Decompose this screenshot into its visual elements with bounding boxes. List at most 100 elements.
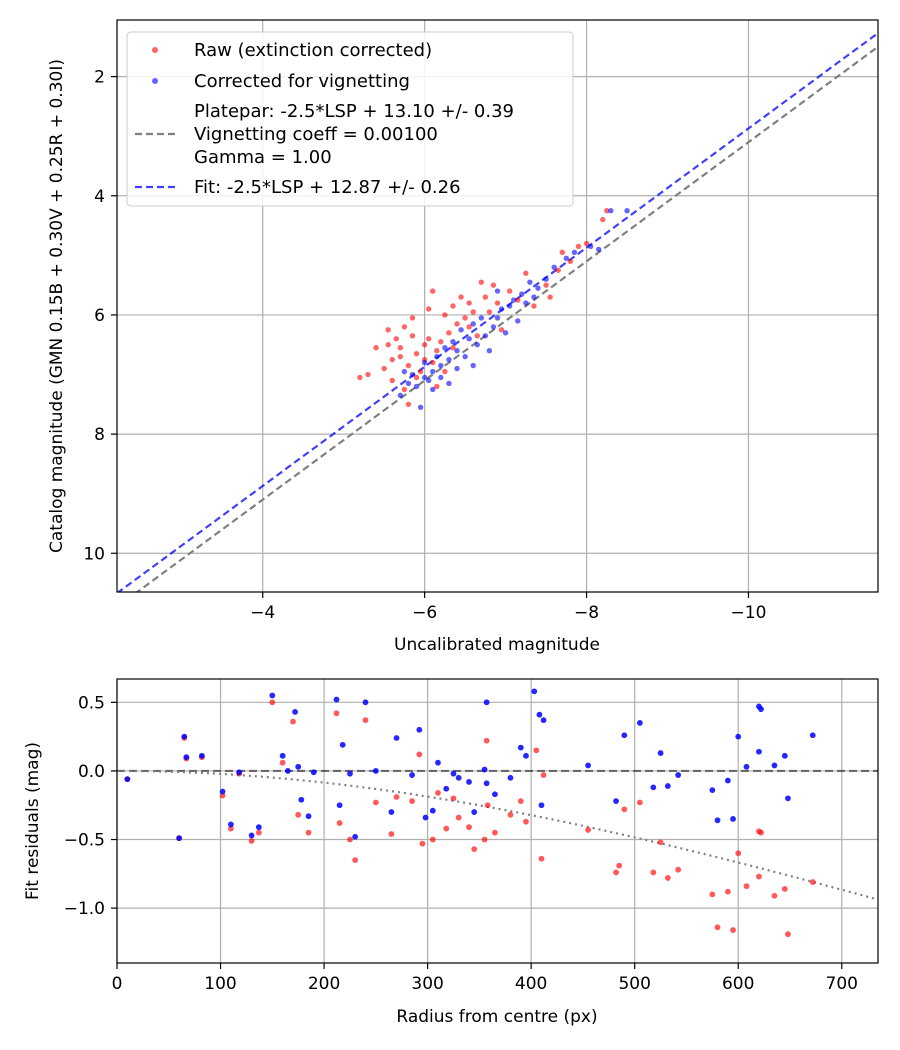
- legend-box: [126, 31, 574, 207]
- corrected-point: [462, 353, 468, 360]
- raw-point: [381, 365, 387, 372]
- raw-point: [417, 368, 424, 375]
- raw-point: [567, 258, 574, 265]
- calibration-y-axis-label: Catalog magnitude (GMN 0.15B + 0.30V + 0…: [47, 59, 67, 553]
- corrected-point: [531, 294, 537, 300]
- raw-point: [389, 356, 395, 363]
- raw-point: [438, 339, 444, 345]
- raw-point: [425, 306, 432, 312]
- raw-point: [365, 371, 371, 378]
- raw-residual-point: [657, 839, 664, 846]
- raw-point: [385, 327, 391, 333]
- calibration-y-tick-label: 4: [94, 187, 105, 207]
- raw-point: [531, 303, 537, 309]
- corrected-residual-point: [227, 821, 234, 828]
- corrected-residual-point: [176, 835, 183, 842]
- corrected-residual-point: [339, 741, 346, 748]
- raw-residual-point: [419, 840, 426, 847]
- raw-point: [604, 207, 610, 214]
- raw-residual-point: [336, 820, 343, 826]
- raw-residual-point: [540, 772, 547, 778]
- residuals-y-tick-label: 0.0: [78, 762, 105, 782]
- corrected-point: [482, 333, 489, 339]
- legend-raw-label: Raw (extinction corrected): [194, 40, 432, 61]
- raw-residual-point: [409, 798, 415, 805]
- corrected-point: [430, 386, 436, 393]
- corrected-residual-point: [483, 699, 490, 706]
- corrected-residual-point: [236, 769, 243, 776]
- corrected-residual-point: [352, 833, 359, 840]
- corrected-residual-point: [781, 752, 788, 759]
- legend-raw-marker: [152, 47, 158, 53]
- corrected-residual-point: [540, 717, 547, 724]
- residuals-y-ticks: 0.5 0.0 −0.5 −1.0: [64, 693, 117, 919]
- corrected-residual-point: [481, 766, 488, 773]
- corrected-point: [527, 279, 533, 285]
- legend-vignetting-coeff-label: Vignetting coeff = 0.00100: [194, 124, 438, 145]
- raw-point: [486, 309, 493, 315]
- residuals-y-tick-label: −0.5: [64, 831, 105, 851]
- residuals-grid: [116, 679, 878, 963]
- corrected-residual-point: [292, 709, 298, 715]
- raw-point: [446, 330, 452, 336]
- corrected-residual-point: [372, 768, 379, 774]
- raw-residual-point: [613, 869, 619, 876]
- corrected-residual-point: [756, 703, 762, 710]
- raw-point: [543, 282, 549, 288]
- corrected-residual-point: [675, 772, 682, 778]
- corrected-residual-point: [507, 774, 514, 781]
- raw-residual-point: [533, 747, 540, 754]
- corrected-point: [442, 345, 448, 351]
- raw-residual-point: [450, 795, 457, 802]
- corrected-residual-point: [183, 754, 190, 761]
- raw-point: [401, 324, 408, 330]
- raw-point: [575, 243, 582, 250]
- raw-residual-point: [388, 831, 395, 837]
- calibration-y-tick-label: 2: [94, 68, 105, 88]
- corrected-point: [405, 380, 412, 387]
- corrected-residual-point: [455, 774, 462, 781]
- raw-point: [430, 288, 436, 294]
- raw-point: [515, 297, 521, 303]
- corrected-point: [535, 285, 541, 291]
- corrected-residual-point: [613, 798, 619, 805]
- corrected-residual-point: [483, 780, 490, 787]
- corrected-point: [551, 264, 557, 270]
- raw-point: [409, 333, 416, 339]
- raw-residual-point: [248, 837, 255, 844]
- raw-point: [462, 315, 468, 321]
- raw-residual-point: [455, 814, 462, 821]
- corrected-residual-point: [492, 791, 498, 798]
- raw-residual-point: [714, 924, 721, 931]
- raw-point: [401, 386, 408, 393]
- corrected-point: [490, 324, 497, 330]
- raw-point: [434, 383, 440, 390]
- corrected-residual-point: [305, 813, 312, 820]
- corrected-point: [470, 362, 476, 369]
- raw-residual-point: [429, 836, 436, 843]
- corrected-residual-point: [471, 809, 478, 815]
- raw-point: [425, 336, 432, 342]
- corrected-residual-point: [664, 783, 671, 789]
- raw-point: [385, 342, 391, 348]
- corrected-point: [454, 365, 460, 372]
- corrected-residual-point: [709, 787, 716, 794]
- corrected-point: [523, 300, 529, 306]
- corrected-point: [506, 303, 513, 309]
- corrected-residual-point: [199, 752, 205, 759]
- raw-point: [442, 368, 448, 375]
- raw-point: [413, 374, 420, 381]
- raw-point: [454, 321, 460, 327]
- corrected-residual-point: [362, 699, 369, 706]
- calibration-x-tick-label: −4: [250, 603, 275, 623]
- raw-residual-point: [636, 799, 643, 806]
- corrected-point: [515, 318, 521, 324]
- raw-residual-point: [295, 811, 302, 818]
- raw-point: [397, 345, 404, 351]
- raw-residual-point: [333, 710, 340, 717]
- residuals-x-ticks: 0 100 200 300 400 500 600 700: [112, 963, 858, 994]
- corrected-residual-point: [255, 824, 262, 831]
- corrected-point: [425, 377, 432, 384]
- raw-residual-point: [517, 798, 524, 805]
- residuals-y-tick-label: 0.5: [78, 693, 105, 713]
